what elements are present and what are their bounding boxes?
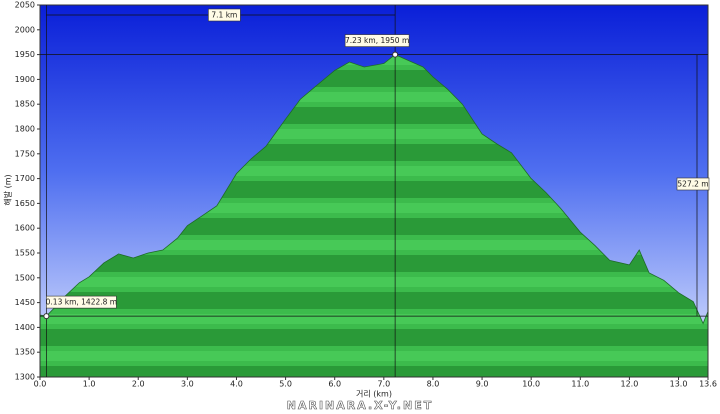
y-tick-label: 1700 (15, 174, 35, 183)
y-tick-label: 1800 (15, 125, 35, 134)
x-tick-label: 13.0 (670, 380, 688, 389)
y-tick-label: 1450 (15, 298, 35, 307)
watermark: NARINARA.X-Y.NET (287, 399, 433, 412)
y-tick-label: 1300 (15, 373, 35, 382)
y-tick-label: 1850 (15, 100, 35, 109)
distance-label-box (208, 8, 241, 22)
climb-label-box (676, 177, 710, 191)
x-tick-label: 9.0 (476, 380, 489, 389)
x-axis-label: 거리 (km) (356, 390, 392, 399)
y-tick-label: 1650 (15, 199, 35, 208)
x-tick-label: 8.0 (427, 380, 440, 389)
x-tick-label: 4.0 (230, 380, 243, 389)
x-tick-label: 0.0 (34, 380, 47, 389)
marker-point (43, 313, 50, 320)
y-tick-label: 2050 (15, 1, 35, 10)
x-tick-label: 7.0 (377, 380, 390, 389)
marker-point (392, 51, 399, 58)
y-tick-label: 1400 (15, 323, 35, 332)
x-tick-label: 3.0 (181, 380, 194, 389)
x-tick-label: 6.0 (328, 380, 341, 389)
y-tick-label: 1350 (15, 348, 35, 357)
x-tick-label: 12.0 (621, 380, 639, 389)
x-tick-label: 11.0 (571, 380, 589, 389)
x-tick-label: 1.0 (83, 380, 96, 389)
y-tick-label: 1550 (15, 249, 35, 258)
y-tick-label: 1500 (15, 273, 35, 282)
distance-label: 7.1 km (211, 11, 237, 20)
y-tick-label: 1600 (15, 224, 35, 233)
climb-label: 527.2 m (677, 180, 708, 189)
marker-label-box (46, 295, 117, 309)
x-tick-label: 10.0 (522, 380, 540, 389)
plot-frame (39, 4, 709, 378)
y-tick-label: 1900 (15, 75, 35, 84)
y-tick-label: 2000 (15, 25, 35, 34)
y-axis-label: 해발 (m) (3, 174, 13, 205)
x-tick-label: 5.0 (279, 380, 292, 389)
marker-label: 0.13 km, 1422.8 m (46, 298, 117, 307)
x-tick-label: 13.6 (699, 380, 717, 389)
y-tick-label: 1950 (15, 50, 35, 59)
marker-label: 7.23 km, 1950 m (345, 36, 409, 45)
x-tick-label: 2.0 (132, 380, 145, 389)
marker-label-box (344, 34, 410, 47)
y-tick-label: 1750 (15, 149, 35, 158)
